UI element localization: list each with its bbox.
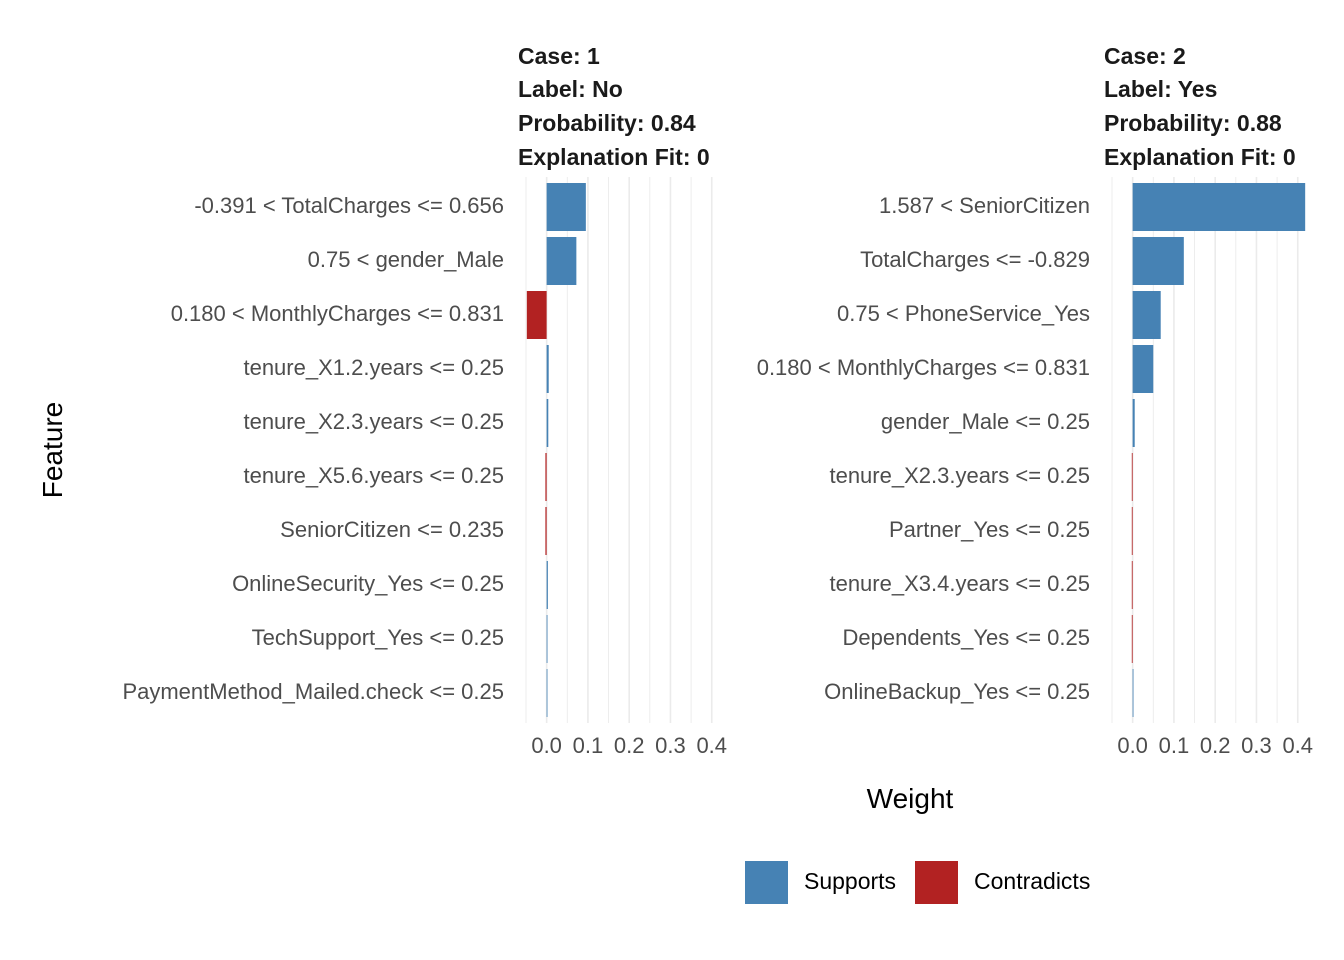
facet-header: Case: 2 Label: Yes Probability: 0.88 Explan… [1104, 43, 1296, 170]
bar-contradicts [1131, 507, 1133, 555]
bar-supports [1132, 183, 1306, 231]
bar-supports [546, 561, 548, 609]
legend-label-supports: Supports [804, 868, 896, 894]
x-tick-label: 0.3 [655, 733, 686, 758]
feature-label: 0.180 < MonthlyCharges <= 0.831 [757, 355, 1090, 380]
bar-contradicts [545, 453, 547, 501]
feature-label: Dependents_Yes <= 0.25 [842, 625, 1090, 650]
feature-label: tenure_X1.2.years <= 0.25 [243, 355, 504, 380]
x-axis-title: Weight [867, 783, 954, 814]
feature-label: Partner_Yes <= 0.25 [889, 517, 1090, 542]
feature-label: tenure_X2.3.years <= 0.25 [829, 463, 1090, 488]
facet-fit: Explanation Fit: 0 [1104, 144, 1296, 170]
x-tick-label: 0.3 [1241, 733, 1272, 758]
facet-header: Case: 1 Label: No Probability: 0.84 Explana… [518, 43, 710, 170]
feature-label: 0.75 < gender_Male [308, 247, 504, 272]
feature-label: SeniorCitizen <= 0.235 [280, 517, 504, 542]
feature-label: TechSupport_Yes <= 0.25 [252, 625, 504, 650]
bar-supports [546, 615, 548, 663]
legend-swatch-contradicts [915, 861, 958, 904]
facet-fit: Explanation Fit: 0 [518, 144, 710, 170]
y-axis-title: Feature [37, 402, 68, 499]
feature-label: -0.391 < TotalCharges <= 0.656 [194, 193, 504, 218]
bar-contradicts [1131, 453, 1133, 501]
bar-contradicts [526, 291, 547, 339]
bar-supports [1132, 345, 1154, 393]
feature-label: gender_Male <= 0.25 [881, 409, 1090, 434]
facet-case: Case: 2 [1104, 43, 1186, 69]
bar-supports [546, 399, 549, 447]
bar-supports [1132, 237, 1184, 285]
facet-panel: Case: 1 Label: No Probability: 0.84 Explana… [122, 43, 727, 758]
bar-contradicts [1131, 615, 1133, 663]
x-tick-label: 0.1 [573, 733, 604, 758]
x-tick-label: 0.4 [1282, 733, 1313, 758]
facet-case: Case: 1 [518, 43, 600, 69]
facet-probability: Probability: 0.88 [1104, 110, 1282, 136]
bar-supports [1132, 291, 1161, 339]
legend-label-contradicts: Contradicts [974, 868, 1090, 894]
facet-label: Label: Yes [1104, 76, 1217, 102]
bar-supports [1132, 399, 1135, 447]
x-tick-label: 0.1 [1159, 733, 1190, 758]
feature-label: 0.75 < PhoneService_Yes [837, 301, 1090, 326]
x-tick-label: 0.0 [531, 733, 562, 758]
feature-label: 1.587 < SeniorCitizen [879, 193, 1090, 218]
x-tick-label: 0.2 [1200, 733, 1231, 758]
feature-label: 0.180 < MonthlyCharges <= 0.831 [171, 301, 504, 326]
bar-supports [546, 183, 586, 231]
feature-label: TotalCharges <= -0.829 [860, 247, 1090, 272]
feature-label: OnlineSecurity_Yes <= 0.25 [232, 571, 504, 596]
facet-probability: Probability: 0.84 [518, 110, 696, 136]
feature-label: OnlineBackup_Yes <= 0.25 [824, 679, 1090, 704]
bar-supports [546, 345, 549, 393]
bar-supports [546, 237, 577, 285]
x-tick-label: 0.2 [614, 733, 645, 758]
bar-contradicts [1131, 561, 1133, 609]
x-tick-label: 0.4 [696, 733, 727, 758]
facets: Case: 1 Label: No Probability: 0.84 Explana… [122, 43, 1313, 758]
feature-label: tenure_X5.6.years <= 0.25 [243, 463, 504, 488]
bar-contradicts [545, 507, 547, 555]
legend: Supports Contradicts [745, 861, 1090, 904]
facet-label: Label: No [518, 76, 623, 102]
legend-swatch-supports [745, 861, 788, 904]
bar-supports [546, 669, 548, 717]
feature-label: tenure_X2.3.years <= 0.25 [243, 409, 504, 434]
feature-label: tenure_X3.4.years <= 0.25 [829, 571, 1090, 596]
facet-panel: Case: 2 Label: Yes Probability: 0.88 Explan… [757, 43, 1313, 758]
feature-label: PaymentMethod_Mailed.check <= 0.25 [122, 679, 504, 704]
bar-supports [1132, 669, 1134, 717]
x-tick-label: 0.0 [1117, 733, 1148, 758]
